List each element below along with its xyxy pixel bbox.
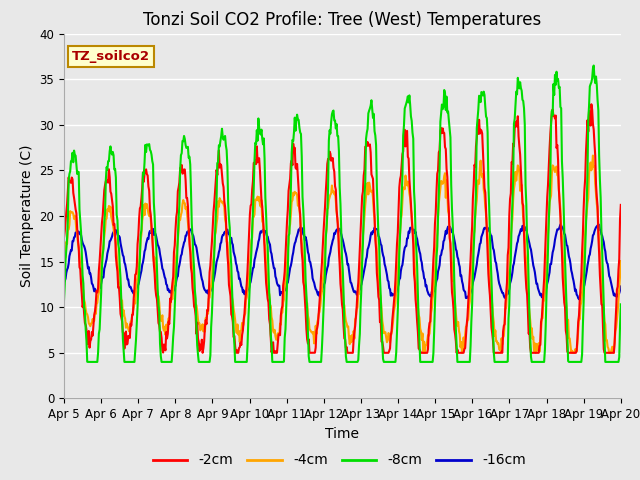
Legend: -2cm, -4cm, -8cm, -16cm: -2cm, -4cm, -8cm, -16cm (147, 448, 531, 473)
X-axis label: Time: Time (325, 427, 360, 441)
Text: TZ_soilco2: TZ_soilco2 (72, 50, 150, 63)
Y-axis label: Soil Temperature (C): Soil Temperature (C) (20, 145, 34, 287)
Title: Tonzi Soil CO2 Profile: Tree (West) Temperatures: Tonzi Soil CO2 Profile: Tree (West) Temp… (143, 11, 541, 29)
